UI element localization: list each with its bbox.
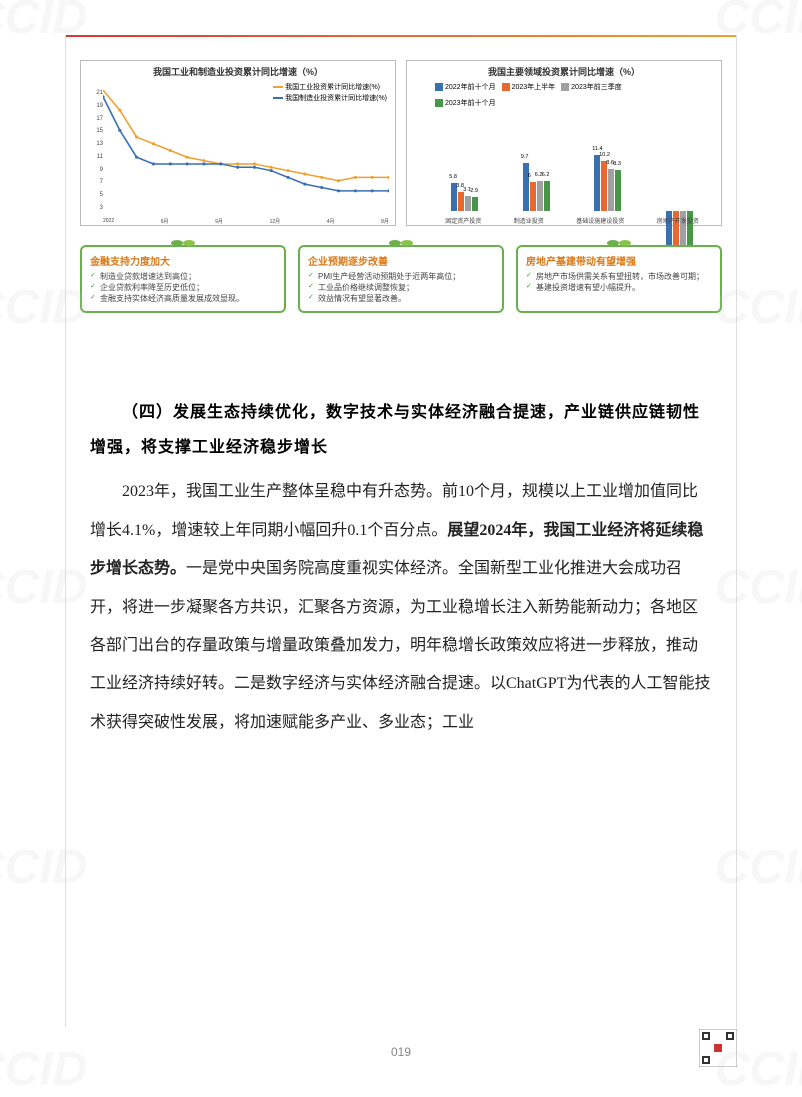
watermark: CCID [0, 280, 87, 335]
callout-box: 房地产基建带动有望增强房地产市场供需关系有望扭转，市场改善可期；基建投资增速有望… [516, 245, 722, 313]
callout-item: 企业贷款利率降至历史低位； [90, 282, 276, 293]
callout-item: 工业品价格继续调整恢复； [308, 282, 494, 293]
page-number: 019 [0, 1045, 802, 1059]
bar-chart-title: 我国主要领域投资累计同比增速（%） [407, 61, 721, 80]
watermark: CCID [715, 840, 802, 895]
watermark: CCID [0, 0, 87, 45]
callout-title: 房地产基建带动有望增强 [526, 253, 712, 268]
bar-chart-body: 2022年前十个月2023年上半年2023年前三季度2023年前十个月 5.83… [407, 80, 721, 225]
y-axis: 2119171513119753 [83, 90, 103, 211]
callout-item: 效益情况有望显著改善。 [308, 293, 494, 304]
top-border [65, 35, 737, 37]
callouts-row: 金融支持力度加大制造业贷款增速达到高位；企业贷款利率降至历史低位；金融支持实体经… [80, 245, 722, 313]
x-axis: 20226月9月12月4月8月 [103, 218, 389, 225]
legend-swatch [273, 86, 283, 88]
watermark: CCID [715, 0, 802, 45]
bars-area: 5.83.83.12.99.766.26.211.410.28.68.3-8.8… [429, 102, 715, 211]
callout-box: 金融支持力度加大制造业贷款增速达到高位；企业贷款利率降至历史低位；金融支持实体经… [80, 245, 286, 313]
line-chart-box: 我国工业和制造业投资累计同比增速（%） 我国工业投资累计同比增速(%) 我国制造… [80, 60, 396, 226]
left-margin-line [65, 35, 66, 1027]
right-margin-line [736, 35, 737, 1027]
watermark: CCID [715, 280, 802, 335]
line-plot [103, 90, 389, 211]
watermark: CCID [715, 560, 802, 615]
bar-chart-box: 我国主要领域投资累计同比增速（%） 2022年前十个月2023年上半年2023年… [406, 60, 722, 226]
callout-item: 基建投资增速有望小幅提升。 [526, 282, 712, 293]
callout-item: PMI生产经营活动预期处于近两年高位； [308, 271, 494, 282]
line-chart-title: 我国工业和制造业投资累计同比增速（%） [81, 61, 395, 80]
callout-box: 企业预期逐步改善 PMI生产经营活动预期处于近两年高位；工业品价格继续调整恢复；效… [298, 245, 504, 313]
callout-item: 房地产市场供需关系有望扭转，市场改善可期； [526, 271, 712, 282]
callout-title: 企业预期逐步改善 [308, 253, 494, 268]
qr-code [699, 1029, 737, 1067]
line-svg [103, 90, 389, 211]
charts-row: 我国工业和制造业投资累计同比增速（%） 我国工业投资累计同比增速(%) 我国制造… [80, 60, 722, 226]
watermark: CCID [0, 840, 87, 895]
paragraph: 2023年，我国工业生产整体呈稳中有升态势。前10个月，规模以上工业增加值同比增… [90, 473, 712, 742]
callout-title: 金融支持力度加大 [90, 253, 276, 268]
callout-item: 金融支持实体经济高质量发展成效显现。 [90, 293, 276, 304]
bar-x-axis: 固定资产投资制造业投资基础设施建设投资房地产开发投资 [429, 216, 715, 225]
watermark: CCID [0, 560, 87, 615]
body-text: （四）发展生态持续优化，数字技术与实体经济融合提速，产业链供应链韧性增强，将支撑… [90, 395, 712, 742]
callout-item: 制造业贷款增速达到高位； [90, 271, 276, 282]
line-chart-body: 我国工业投资累计同比增速(%) 我国制造业投资累计同比增速(%) 2119171… [81, 80, 395, 225]
section-heading: （四）发展生态持续优化，数字技术与实体经济融合提速，产业链供应链韧性增强，将支撑… [90, 395, 712, 465]
